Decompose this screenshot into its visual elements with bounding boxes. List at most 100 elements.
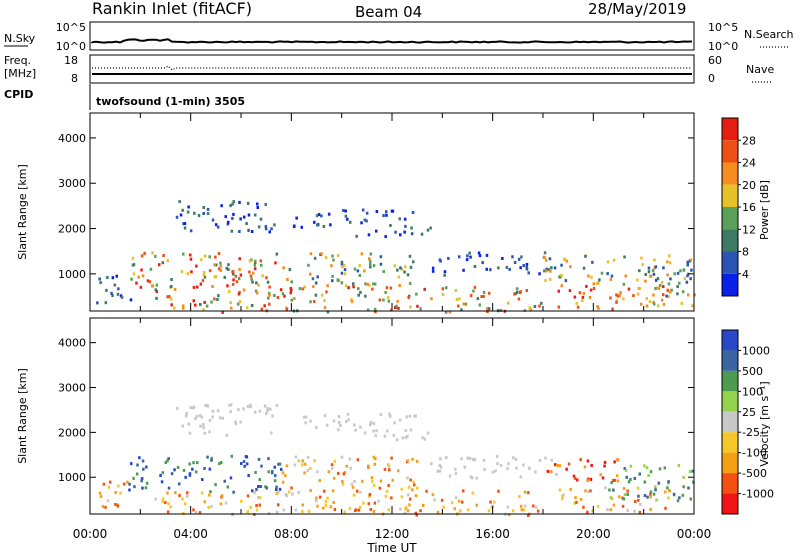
data-cell (585, 284, 588, 288)
data-cell (569, 488, 572, 491)
data-cell (622, 282, 626, 286)
data-cell (349, 220, 352, 224)
data-cell (656, 304, 660, 308)
time-tick-label: 04:00 (173, 527, 208, 541)
data-cell (250, 258, 253, 262)
data-cell (561, 494, 564, 498)
data-cell (322, 506, 325, 510)
data-cell (408, 497, 412, 501)
data-cell (253, 410, 257, 414)
data-cell (364, 294, 367, 298)
data-cell (295, 216, 298, 220)
data-cell (206, 455, 209, 459)
data-cell (323, 489, 326, 493)
data-cell (438, 464, 442, 467)
data-cell (167, 457, 170, 461)
data-cell (649, 470, 653, 474)
data-cell (114, 491, 117, 494)
data-cell (181, 208, 184, 212)
data-cell (324, 503, 328, 507)
data-cell (592, 282, 595, 286)
data-cell (622, 497, 625, 501)
data-cell (239, 420, 242, 424)
data-cell (278, 462, 282, 466)
data-cell (613, 478, 617, 482)
data-cell (677, 463, 681, 467)
data-cell (408, 281, 412, 285)
data-cell (466, 456, 469, 460)
velocity-colorbar-swatch (722, 391, 738, 412)
data-cell (304, 462, 307, 466)
data-cell (214, 275, 218, 279)
data-cell (333, 508, 337, 511)
data-cell (257, 496, 260, 500)
data-cell (199, 424, 202, 428)
data-cell (416, 304, 419, 308)
data-cell (576, 305, 580, 309)
data-cell (680, 301, 683, 305)
data-cell (404, 224, 407, 228)
data-cell (408, 503, 411, 507)
data-cell (443, 273, 446, 277)
date-title: 28/May/2019 (588, 0, 686, 18)
noise-left-tick-bottom: 10^0 (56, 40, 86, 53)
data-cell (186, 494, 189, 498)
data-cell (356, 458, 360, 462)
data-cell (208, 493, 211, 497)
data-cell (689, 258, 693, 262)
data-cell (226, 222, 230, 226)
data-cell (239, 217, 242, 221)
data-cell (265, 486, 268, 490)
data-cell (419, 509, 422, 513)
data-cell (141, 459, 145, 463)
data-cell (525, 289, 529, 292)
data-cell (409, 428, 413, 432)
data-cell (184, 414, 188, 418)
data-cell (331, 254, 334, 258)
power-colorbar-tick-label: 4 (742, 268, 749, 281)
data-cell (160, 480, 164, 484)
data-cell (199, 282, 203, 286)
data-cell (129, 298, 133, 302)
data-cell (618, 294, 621, 298)
data-cell (250, 304, 254, 307)
data-cell (563, 257, 566, 261)
data-cell (669, 277, 672, 281)
data-cell (238, 290, 241, 294)
data-cell (636, 486, 640, 490)
power-y-ticks: 1000 2000 3000 4000 (58, 132, 694, 281)
data-cell (140, 477, 144, 481)
data-cell (225, 433, 228, 437)
power-colorbar: 4 8 12 16 20 24 28 (721, 117, 756, 297)
data-cell (344, 214, 348, 218)
data-cell (213, 263, 216, 267)
data-cell (213, 275, 217, 279)
data-cell (622, 486, 626, 490)
data-cell (257, 283, 260, 287)
data-cell (374, 434, 377, 438)
data-cell (683, 277, 687, 281)
data-cell (649, 495, 652, 499)
data-cell (102, 482, 106, 486)
data-cell (189, 406, 193, 410)
time-tick-label: 16:00 (475, 527, 510, 541)
data-cell (194, 417, 197, 421)
data-cell (466, 508, 470, 512)
data-cell (573, 295, 577, 299)
data-cell (341, 265, 344, 269)
data-cell (254, 213, 257, 217)
data-cell (423, 287, 426, 291)
data-cell (260, 263, 263, 267)
velocity-colorbar-swatch (722, 452, 738, 474)
data-cell (99, 281, 102, 285)
data-cell (203, 254, 207, 258)
time-tick-label: 12:00 (375, 527, 410, 541)
data-cell (549, 470, 552, 474)
data-cell (475, 476, 479, 480)
data-cell (416, 486, 419, 490)
data-cell (387, 463, 390, 467)
data-cell (357, 287, 360, 291)
data-cell (285, 464, 289, 468)
data-cell (544, 269, 548, 273)
data-cell (372, 455, 376, 459)
